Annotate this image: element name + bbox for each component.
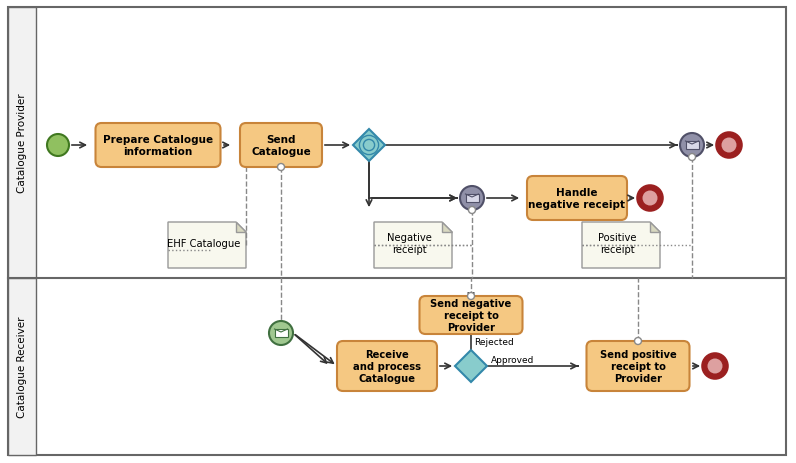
Text: Send negative
receipt to
Provider: Send negative receipt to Provider	[431, 299, 512, 332]
Circle shape	[467, 293, 474, 300]
Polygon shape	[582, 223, 660, 269]
Circle shape	[469, 207, 475, 214]
Polygon shape	[374, 223, 452, 269]
Circle shape	[278, 164, 284, 171]
Text: Catalogue Receiver: Catalogue Receiver	[17, 316, 27, 417]
Bar	[685, 142, 699, 150]
Circle shape	[718, 135, 740, 156]
Text: Catalogue Provider: Catalogue Provider	[17, 94, 27, 193]
Bar	[8, 278, 36, 455]
Polygon shape	[455, 350, 487, 382]
Circle shape	[680, 134, 704, 158]
Circle shape	[634, 338, 642, 345]
Polygon shape	[650, 223, 660, 232]
Bar	[275, 329, 287, 337]
Circle shape	[721, 138, 736, 153]
FancyBboxPatch shape	[96, 124, 220, 168]
Bar	[466, 194, 478, 203]
Circle shape	[460, 187, 484, 211]
FancyBboxPatch shape	[527, 176, 627, 220]
Polygon shape	[353, 130, 385, 162]
FancyBboxPatch shape	[587, 341, 689, 391]
Bar	[8, 8, 36, 278]
FancyBboxPatch shape	[240, 124, 322, 168]
Polygon shape	[168, 223, 246, 269]
Text: Handle
negative receipt: Handle negative receipt	[529, 188, 626, 209]
Circle shape	[704, 355, 726, 377]
Text: Approved: Approved	[491, 355, 534, 364]
Circle shape	[708, 359, 723, 374]
Polygon shape	[442, 223, 452, 232]
Text: Send positive
receipt to
Provider: Send positive receipt to Provider	[599, 350, 677, 383]
FancyBboxPatch shape	[337, 341, 437, 391]
Polygon shape	[236, 223, 246, 232]
Text: Send
Catalogue: Send Catalogue	[251, 135, 311, 156]
Text: Positive
receipt: Positive receipt	[599, 233, 637, 254]
Text: EHF Catalogue: EHF Catalogue	[167, 238, 240, 249]
Text: Receive
and process
Catalogue: Receive and process Catalogue	[353, 350, 421, 383]
Text: Prepare Catalogue
information: Prepare Catalogue information	[103, 135, 213, 156]
Text: Negative
receipt: Negative receipt	[387, 233, 432, 254]
Circle shape	[269, 321, 293, 345]
FancyBboxPatch shape	[419, 296, 522, 334]
Circle shape	[639, 188, 661, 210]
Circle shape	[689, 154, 696, 161]
Circle shape	[47, 135, 69, 156]
Text: Rejected: Rejected	[474, 337, 513, 346]
Circle shape	[642, 191, 657, 206]
